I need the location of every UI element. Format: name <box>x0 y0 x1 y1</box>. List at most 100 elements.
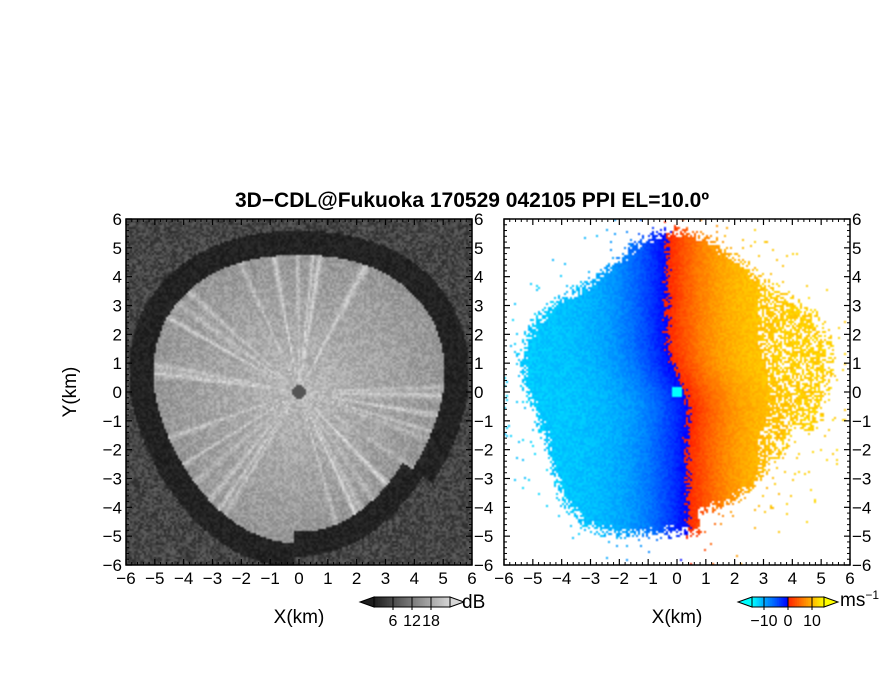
velocity-unit-base: ms <box>840 590 865 611</box>
y-tick-label-right: −5 <box>852 527 871 546</box>
colorbar-segment <box>393 597 396 607</box>
colorbar-tick-label: 6 <box>389 613 398 630</box>
colorbar-segment <box>389 597 392 607</box>
colorbar-segment <box>440 597 443 607</box>
x-tick-label: 1 <box>701 569 710 588</box>
velocity-colorbar: −10 0 10 <box>736 596 840 630</box>
y-tick-label-right: 2 <box>474 325 483 344</box>
y-tick-label-right: −6 <box>474 556 493 575</box>
y-tick-label-right: 5 <box>852 239 861 258</box>
colorbar-segment <box>375 597 379 607</box>
colorbar-segment <box>757 597 760 607</box>
colorbar-segment <box>815 597 818 607</box>
x-tick-label: 2 <box>730 569 739 588</box>
velocity-colorbar-unit: ms−1 <box>840 588 879 611</box>
colorbar-segment <box>788 597 791 607</box>
x-tick-label: −5 <box>145 569 164 588</box>
colorbar-segment <box>820 597 823 607</box>
x-tick-label: 0 <box>294 569 303 588</box>
colorbar-segment <box>434 597 438 607</box>
velocity-unit-exp: −1 <box>865 588 879 602</box>
y-tick-label: 1 <box>113 354 122 373</box>
colorbar-segment <box>822 597 825 607</box>
colorbar-segment <box>391 597 394 607</box>
colorbar-segment <box>813 597 816 607</box>
y-tick-label-right: 5 <box>474 239 483 258</box>
y-tick-label-right: −3 <box>474 470 493 489</box>
x-tick-label: −4 <box>552 569 571 588</box>
y-tick-label: −2 <box>103 441 122 460</box>
y-tick-label-right: 1 <box>474 354 483 373</box>
x-tick-label: 3 <box>759 569 768 588</box>
colorbar-segment <box>761 597 764 607</box>
colorbar-segment <box>768 597 771 607</box>
colorbar-segment <box>438 597 441 607</box>
colorbar-segment <box>381 597 384 607</box>
colorbar-segment <box>436 597 440 607</box>
left-ticks: −6 −5 −4 −3 −2 −1 0 1 2 3 4 5 66 65 54 43 32 21 10 0−1 −1−2−… <box>103 210 494 588</box>
x-tick-label: 6 <box>845 569 854 588</box>
colorbar-segment <box>396 597 400 607</box>
y-tick-label: 5 <box>113 239 122 258</box>
colorbar-segment <box>423 597 426 607</box>
colorbar-segment <box>387 597 390 607</box>
colorbar-segment <box>797 597 800 607</box>
colorbar-segment <box>421 597 424 607</box>
y-tick-label: −3 <box>103 470 122 489</box>
colorbar-segment <box>427 597 430 607</box>
y-tick-label-right: 3 <box>852 297 861 316</box>
colorbar-segment <box>408 597 411 607</box>
colorbar-segment <box>791 597 794 607</box>
colorbar-segment <box>798 597 802 607</box>
colorbar-segment <box>410 597 413 607</box>
colorbar-segment <box>807 597 811 607</box>
snr-image <box>126 219 472 565</box>
colorbar-segment <box>777 597 780 607</box>
colorbar-segment <box>385 597 388 607</box>
colorbar-segment <box>402 597 405 607</box>
y-tick-label-right: −1 <box>474 412 493 431</box>
y-tick-label-right: −1 <box>852 412 871 431</box>
x-tick-label: −1 <box>638 569 657 588</box>
y-tick-label-right: −6 <box>852 556 871 575</box>
x-tick-label: 5 <box>438 569 447 588</box>
colorbar-arrow-left <box>736 596 753 608</box>
colorbar-segment <box>786 597 789 607</box>
x-tick-label: −4 <box>174 569 193 588</box>
colorbar-segment <box>379 597 383 607</box>
colorbar-segment <box>804 597 807 607</box>
colorbar-segment <box>377 597 381 607</box>
colorbar-segment <box>780 597 784 607</box>
colorbar-segment <box>770 597 773 607</box>
y-tick-label-right: −2 <box>852 441 871 460</box>
y-tick-label: 2 <box>113 325 122 344</box>
colorbar-segment <box>779 597 782 607</box>
colorbar-segment <box>809 597 812 607</box>
y-tick-label: 4 <box>113 268 122 287</box>
colorbar-segment <box>752 597 755 607</box>
colorbar-segment <box>400 597 403 607</box>
y-tick-label-right: 4 <box>852 268 861 287</box>
left-ylabel: Y(km) <box>60 367 81 418</box>
y-tick-label-right: 4 <box>474 268 483 287</box>
colorbar-tick-label: 0 <box>784 613 793 630</box>
y-tick-label: 0 <box>113 383 122 402</box>
colorbar-segment <box>412 597 415 607</box>
x-tick-label: 2 <box>352 569 361 588</box>
colorbar-segment <box>802 597 805 607</box>
colorbar-segment <box>766 597 769 607</box>
colorbar-segment <box>789 597 793 607</box>
colorbar-segment <box>764 597 767 607</box>
y-tick-label-right: 0 <box>852 383 861 402</box>
chart-title: 3D−CDL@Fukuoka 170529 042105 PPI EL=10.0… <box>235 189 709 212</box>
colorbar-segment <box>374 597 377 607</box>
y-tick-label-right: −2 <box>474 441 493 460</box>
x-tick-label: −2 <box>610 569 629 588</box>
x-tick-label: 4 <box>788 569 797 588</box>
x-tick-label: 6 <box>467 569 476 588</box>
colorbar-segment <box>429 597 432 607</box>
colorbar-segment <box>415 597 419 607</box>
colorbar-segment <box>425 597 428 607</box>
colorbar-segment <box>818 597 821 607</box>
